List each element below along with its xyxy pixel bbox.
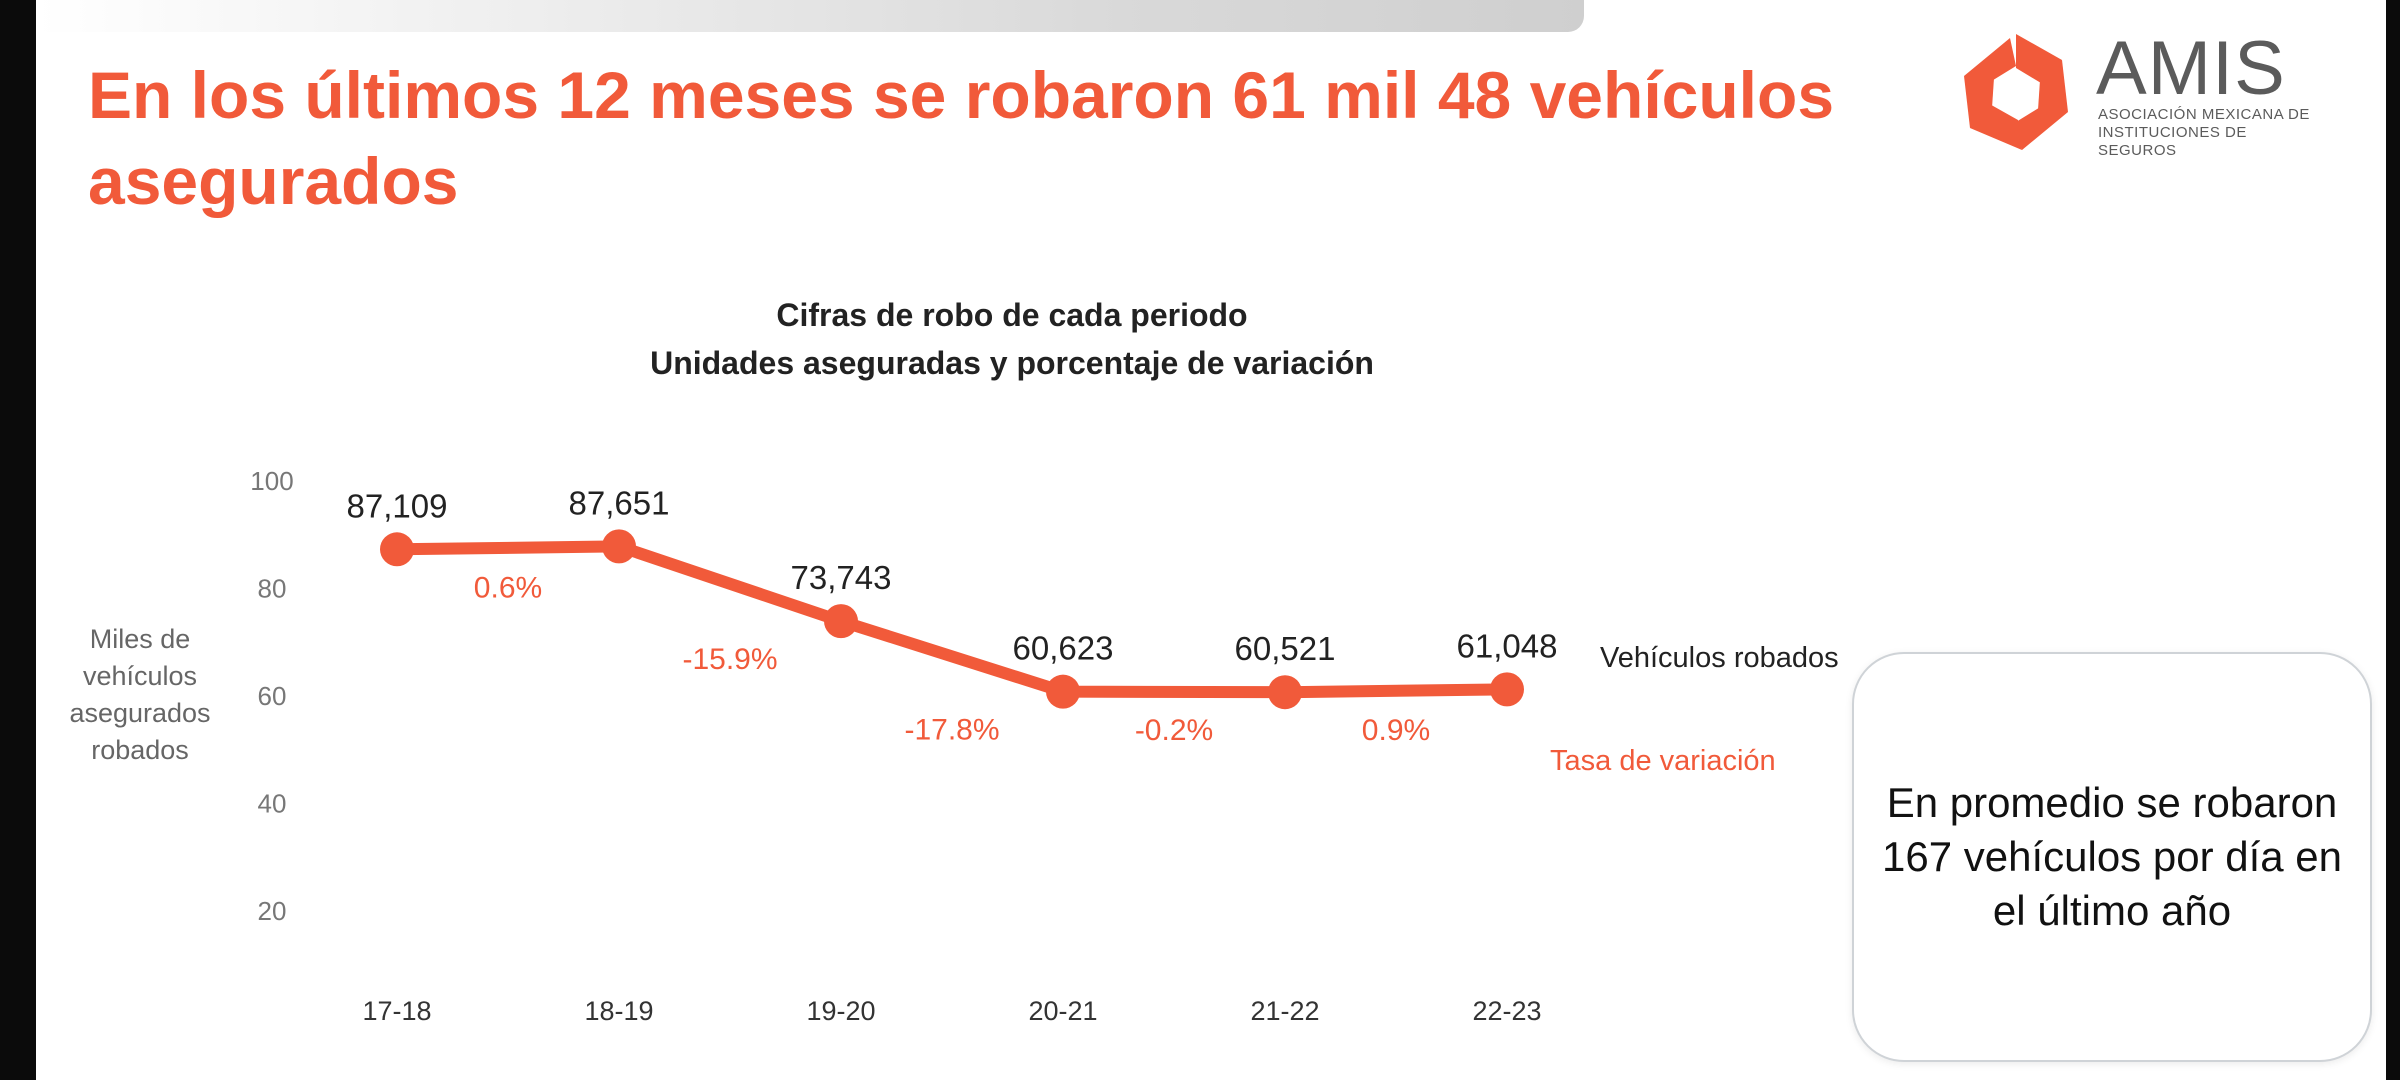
data-value-label: 61,048: [1457, 627, 1558, 664]
y-tick-label: 40: [258, 789, 287, 819]
y-axis-ticks: 100 80 60 40 20: [250, 466, 293, 926]
page-title: En los últimos 12 meses se robaron 61 mi…: [88, 58, 1835, 218]
legend-tasa-variacion: Tasa de variación: [1550, 745, 1776, 777]
top-decor-band: [36, 0, 1584, 32]
data-point-marker: [602, 529, 636, 564]
legend-vehiculos-robados: Vehículos robados: [1600, 642, 1839, 674]
y-axis-label-line: asegurados: [69, 698, 210, 728]
logo-subtitle-line2: INSTITUCIONES DE SEGUROS: [2098, 124, 2247, 159]
variation-rate-label: -0.2%: [1135, 714, 1213, 747]
chart-title: Cifras de robo de cada periodo: [776, 297, 1247, 333]
x-tick-label: 21-22: [1250, 996, 1319, 1026]
data-point-marker: [1268, 675, 1302, 710]
x-tick-label: 22-23: [1472, 996, 1541, 1026]
data-point-marker: [380, 532, 414, 567]
data-value-label: 60,623: [1013, 630, 1114, 667]
y-axis-label-line: robados: [91, 735, 189, 765]
series-line-vehiculos-robados: [391, 540, 1513, 699]
x-tick-label: 18-19: [584, 996, 653, 1026]
variation-rate-label: -17.8%: [904, 714, 999, 747]
x-axis-ticks: 17-18 18-19 19-20 20-21 21-22 22-23: [362, 996, 1541, 1026]
logo-subtitle: ASOCIACIÓN MEXICANA DE INSTITUCIONES DE …: [2098, 106, 2316, 160]
left-frame-strip: [0, 0, 36, 1080]
y-tick-label: 80: [258, 574, 287, 604]
logo-subtitle-line1: ASOCIACIÓN MEXICANA DE: [2098, 106, 2310, 123]
x-tick-label: 19-20: [806, 996, 875, 1026]
x-tick-label: 17-18: [362, 996, 431, 1026]
data-value-label: 87,651: [569, 484, 670, 521]
series-line-group: 87,109 87,651 73,743 60,623 60,521 61,048: [347, 484, 1558, 710]
right-frame-strip: [2386, 0, 2400, 1080]
y-tick-label: 60: [258, 681, 287, 711]
y-tick-label: 100: [250, 466, 293, 496]
data-value-label: 87,109: [347, 487, 448, 524]
variation-rate-label: -15.9%: [682, 643, 777, 676]
y-tick-label: 20: [258, 896, 287, 926]
variation-labels: 0.6% -15.9% -17.8% -0.2% 0.9%: [474, 571, 1430, 747]
data-point-marker: [1490, 672, 1524, 707]
data-value-label: 73,743: [791, 559, 892, 596]
variation-rate-label: 0.9%: [1362, 714, 1430, 747]
average-callout-box: En promedio se robaron 167 vehículos por…: [1852, 652, 2372, 1062]
variation-rate-label: 0.6%: [474, 571, 542, 604]
y-axis-label-line: vehículos: [83, 661, 197, 691]
amis-logo-mark-icon: [1964, 34, 2068, 150]
data-point-marker: [1046, 674, 1080, 709]
logo-name: AMIS: [2096, 26, 2286, 111]
x-tick-label: 20-21: [1028, 996, 1097, 1026]
data-point-marker: [824, 604, 858, 639]
y-axis-label: Miles de vehículos asegurados robados: [69, 624, 210, 765]
amis-logo: AMIS ASOCIACIÓN MEXICANA DE INSTITUCIONE…: [1946, 26, 2316, 159]
chart-subtitle: Unidades aseguradas y porcentaje de vari…: [650, 345, 1374, 381]
y-axis-label-line: Miles de: [90, 624, 191, 654]
data-value-label: 60,521: [1235, 630, 1336, 667]
